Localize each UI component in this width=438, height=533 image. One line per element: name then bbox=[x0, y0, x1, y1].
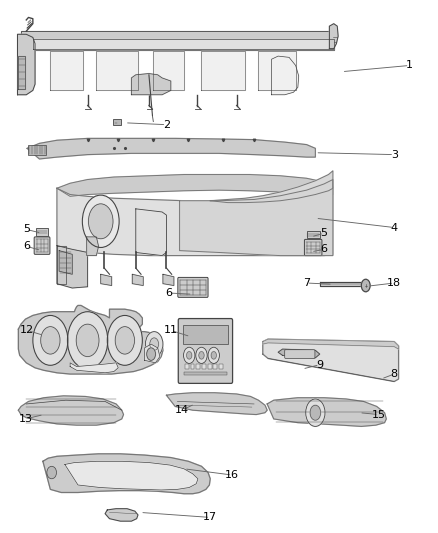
Polygon shape bbox=[50, 51, 83, 90]
Circle shape bbox=[196, 347, 207, 364]
Bar bbox=[307, 231, 320, 238]
Bar bbox=[202, 364, 206, 369]
Bar bbox=[184, 372, 227, 375]
Polygon shape bbox=[153, 51, 184, 90]
Circle shape bbox=[88, 204, 113, 239]
Bar bbox=[191, 364, 194, 369]
Polygon shape bbox=[57, 174, 333, 196]
Text: 6: 6 bbox=[165, 288, 172, 298]
Bar bbox=[208, 364, 212, 369]
Polygon shape bbox=[57, 246, 66, 284]
FancyBboxPatch shape bbox=[178, 319, 233, 383]
Polygon shape bbox=[210, 171, 333, 203]
Bar bbox=[196, 364, 200, 369]
Bar bbox=[113, 119, 121, 125]
Polygon shape bbox=[59, 251, 72, 274]
Bar bbox=[36, 228, 48, 236]
Circle shape bbox=[211, 352, 216, 359]
Text: 6: 6 bbox=[321, 244, 328, 254]
Bar bbox=[183, 326, 228, 344]
Polygon shape bbox=[131, 74, 171, 95]
Text: 13: 13 bbox=[18, 414, 32, 424]
Polygon shape bbox=[57, 246, 88, 288]
Circle shape bbox=[147, 348, 155, 360]
Bar bbox=[219, 364, 223, 369]
Polygon shape bbox=[101, 274, 112, 286]
Polygon shape bbox=[329, 23, 338, 49]
Polygon shape bbox=[18, 396, 124, 425]
Circle shape bbox=[184, 347, 195, 364]
Circle shape bbox=[145, 332, 163, 357]
Circle shape bbox=[361, 279, 370, 292]
Polygon shape bbox=[43, 454, 210, 494]
Circle shape bbox=[41, 327, 60, 354]
FancyBboxPatch shape bbox=[285, 350, 315, 359]
Polygon shape bbox=[96, 51, 138, 90]
FancyBboxPatch shape bbox=[34, 237, 50, 254]
Polygon shape bbox=[263, 339, 399, 349]
Polygon shape bbox=[166, 393, 267, 415]
Text: 9: 9 bbox=[316, 360, 323, 370]
Text: 1: 1 bbox=[406, 60, 413, 70]
Text: 14: 14 bbox=[175, 405, 189, 415]
Polygon shape bbox=[18, 56, 25, 88]
Polygon shape bbox=[27, 139, 315, 159]
Text: 6: 6 bbox=[23, 241, 30, 251]
Bar bbox=[213, 364, 217, 369]
Circle shape bbox=[187, 352, 192, 359]
Bar bbox=[185, 364, 189, 369]
Polygon shape bbox=[18, 34, 35, 95]
Polygon shape bbox=[57, 187, 333, 256]
Circle shape bbox=[115, 327, 134, 354]
Circle shape bbox=[107, 316, 142, 365]
Polygon shape bbox=[263, 339, 399, 382]
Ellipse shape bbox=[47, 466, 57, 479]
Polygon shape bbox=[278, 349, 320, 358]
Polygon shape bbox=[201, 51, 245, 90]
Text: 18: 18 bbox=[387, 278, 401, 288]
Text: 3: 3 bbox=[391, 150, 398, 159]
Polygon shape bbox=[180, 180, 333, 256]
Polygon shape bbox=[70, 363, 118, 373]
Text: 7: 7 bbox=[303, 278, 310, 288]
Text: 11: 11 bbox=[164, 326, 178, 335]
Polygon shape bbox=[33, 39, 334, 49]
Text: 2: 2 bbox=[163, 120, 170, 130]
Circle shape bbox=[306, 399, 325, 426]
Text: 12: 12 bbox=[20, 326, 34, 335]
Circle shape bbox=[82, 195, 119, 247]
Text: 16: 16 bbox=[225, 470, 239, 480]
Circle shape bbox=[76, 324, 99, 357]
Polygon shape bbox=[18, 305, 163, 374]
Text: 15: 15 bbox=[372, 409, 386, 419]
Circle shape bbox=[208, 347, 219, 364]
Polygon shape bbox=[21, 31, 334, 50]
Polygon shape bbox=[163, 274, 174, 286]
Polygon shape bbox=[267, 398, 386, 426]
FancyBboxPatch shape bbox=[178, 277, 208, 297]
Polygon shape bbox=[18, 25, 337, 95]
Polygon shape bbox=[258, 51, 296, 90]
Circle shape bbox=[310, 405, 321, 420]
Circle shape bbox=[199, 352, 204, 359]
Text: 5: 5 bbox=[321, 228, 328, 238]
Text: 8: 8 bbox=[391, 369, 398, 379]
Polygon shape bbox=[145, 344, 160, 363]
Polygon shape bbox=[136, 209, 166, 256]
Polygon shape bbox=[320, 282, 368, 286]
Bar bbox=[28, 146, 46, 155]
Text: 17: 17 bbox=[203, 512, 217, 522]
Text: 4: 4 bbox=[391, 223, 398, 232]
Circle shape bbox=[67, 312, 108, 369]
Circle shape bbox=[33, 316, 68, 365]
Polygon shape bbox=[132, 274, 143, 286]
Text: 5: 5 bbox=[23, 224, 30, 235]
Circle shape bbox=[150, 338, 159, 350]
Polygon shape bbox=[87, 237, 99, 256]
FancyBboxPatch shape bbox=[304, 239, 322, 256]
Polygon shape bbox=[65, 461, 198, 490]
Polygon shape bbox=[105, 508, 138, 521]
Polygon shape bbox=[272, 56, 299, 95]
